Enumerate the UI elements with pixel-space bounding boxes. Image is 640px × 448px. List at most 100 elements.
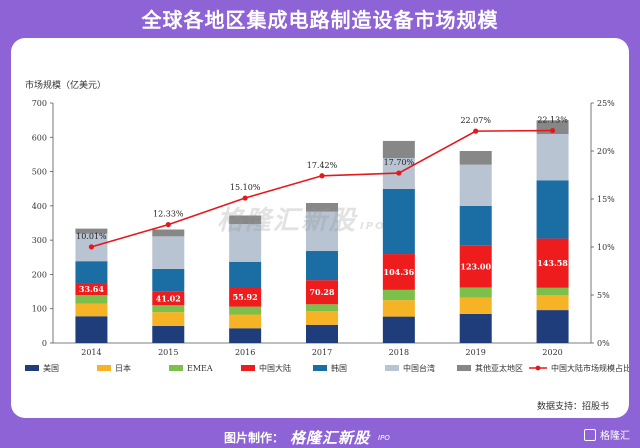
bar-segment bbox=[229, 224, 262, 262]
bar-segment bbox=[536, 238, 569, 288]
bar-segment bbox=[306, 280, 338, 305]
bar-segment bbox=[382, 140, 415, 159]
bar-segment bbox=[152, 268, 185, 292]
bar-segment bbox=[75, 303, 108, 317]
chart-panel: 市场规模（亿美元） 0 100 200 300 400 500 600 700 0% 5% 10% 15… bbox=[11, 38, 629, 418]
bar-segment bbox=[306, 211, 338, 252]
share-point bbox=[88, 244, 95, 250]
y2-tick-label: 25% bbox=[597, 99, 615, 108]
bar-segment bbox=[75, 283, 108, 295]
y-tick-label: 100 bbox=[32, 305, 47, 314]
bar-segment bbox=[536, 287, 569, 296]
y-tick-label: 200 bbox=[32, 270, 47, 279]
y2-tick-label: 15% bbox=[597, 195, 615, 204]
bar-segment bbox=[459, 287, 492, 298]
bar-segment bbox=[306, 203, 338, 212]
bar-segment bbox=[152, 312, 185, 326]
y-tick-label: 600 bbox=[32, 133, 47, 142]
legend-marker bbox=[535, 365, 541, 371]
x-tick-label: 2018 bbox=[389, 348, 409, 357]
bar-data-label: 104.36 bbox=[384, 267, 415, 277]
y2-tick-label: 5% bbox=[597, 291, 610, 300]
bar-segment bbox=[382, 300, 415, 317]
bar-segment bbox=[229, 287, 262, 307]
y2-tick-label: 20% bbox=[597, 147, 615, 156]
share-point bbox=[165, 222, 171, 228]
x-tick-label: 2016 bbox=[235, 348, 255, 357]
legend-swatch bbox=[241, 365, 255, 371]
bar-segment bbox=[459, 205, 492, 246]
source-note: 数据支持：招股书 bbox=[536, 402, 609, 412]
legend-swatch bbox=[25, 365, 39, 371]
logo-icon bbox=[584, 428, 596, 441]
y-tick-label: 300 bbox=[32, 236, 47, 245]
bar-segment bbox=[536, 295, 569, 311]
legend-label: 其他亚太地区 bbox=[475, 363, 523, 373]
bar-segment bbox=[229, 215, 262, 225]
y-tick-label: 700 bbox=[32, 99, 47, 108]
share-label: 12.33% bbox=[153, 210, 184, 219]
page-title: 全球各地区集成电路制造设备市场规模 bbox=[141, 7, 499, 32]
legend-swatch bbox=[385, 365, 399, 371]
footer-logo: 格隆汇 bbox=[584, 427, 630, 442]
bar-segment bbox=[459, 164, 492, 206]
bar-segment bbox=[152, 229, 185, 237]
x-tick-label: 2020 bbox=[542, 348, 562, 357]
title-bar: 全球各地区集成电路制造设备市场规模 bbox=[0, 0, 640, 36]
bar-segment bbox=[229, 328, 262, 343]
bar-segment bbox=[306, 304, 338, 312]
footer-brand: 格隆汇新股 bbox=[290, 429, 371, 447]
legend-label: 美国 bbox=[43, 363, 59, 373]
bar-segment bbox=[536, 134, 569, 181]
share-label: 17.42% bbox=[307, 161, 338, 170]
share-label: 22.13% bbox=[537, 116, 568, 125]
share-point bbox=[396, 170, 402, 176]
legend-swatch bbox=[97, 365, 111, 371]
x-tick-label: 2019 bbox=[466, 348, 486, 357]
share-point bbox=[242, 195, 248, 201]
legend-label: 日本 bbox=[115, 363, 131, 373]
bar-segment bbox=[152, 325, 185, 343]
legend-swatch bbox=[457, 365, 471, 371]
bar-segment bbox=[75, 261, 108, 284]
bar-segment bbox=[382, 254, 415, 290]
share-label: 10.01% bbox=[76, 232, 107, 241]
footer-credit: 图片制作： 格隆汇新股 IPO bbox=[224, 427, 390, 448]
bar-segment bbox=[152, 236, 185, 269]
bar-segment bbox=[306, 311, 338, 325]
legend-label: EMEA bbox=[187, 364, 213, 373]
bar-segment bbox=[459, 151, 492, 165]
footer-logo-text: 格隆汇 bbox=[600, 431, 630, 442]
x-tick-label: 2017 bbox=[312, 348, 332, 357]
y2-tick-label: 10% bbox=[597, 243, 615, 252]
share-point bbox=[549, 127, 556, 134]
share-point bbox=[319, 173, 325, 179]
legend-swatch bbox=[169, 365, 183, 371]
bar-segment bbox=[75, 316, 108, 343]
bar-segment bbox=[536, 310, 569, 343]
footer: 图片制作： 格隆汇新股 IPO 格隆汇 bbox=[0, 420, 640, 448]
x-tick-label: 2015 bbox=[158, 348, 178, 357]
bar-segment bbox=[382, 289, 415, 301]
legend-label: 中国大陆 bbox=[259, 363, 291, 373]
legend-label: 中国台湾 bbox=[403, 363, 435, 373]
bar-data-label: 123.00 bbox=[460, 261, 491, 271]
share-label: 15.10% bbox=[230, 183, 261, 192]
bar-segment bbox=[306, 251, 338, 281]
bar-data-label: 41.02 bbox=[156, 293, 181, 303]
bar-segment bbox=[306, 324, 338, 343]
bar-segment bbox=[382, 316, 415, 343]
x-tick-label: 2014 bbox=[81, 348, 101, 357]
bar-data-label: 143.58 bbox=[537, 258, 568, 268]
bar-segment bbox=[152, 305, 185, 313]
bar-data-label: 33.64 bbox=[79, 284, 104, 294]
bar-segment bbox=[152, 291, 185, 306]
y2-tick-label: 0% bbox=[597, 339, 610, 348]
share-point bbox=[473, 128, 479, 134]
bar-segment bbox=[229, 306, 262, 315]
chart: 市场规模（亿美元） 0 100 200 300 400 500 600 700 0% 5% 10% 15… bbox=[25, 79, 629, 373]
bar-segment bbox=[459, 245, 492, 288]
bar-segment bbox=[75, 228, 108, 234]
footer-brand-sub: IPO bbox=[378, 433, 390, 442]
bar-segment bbox=[229, 314, 262, 329]
